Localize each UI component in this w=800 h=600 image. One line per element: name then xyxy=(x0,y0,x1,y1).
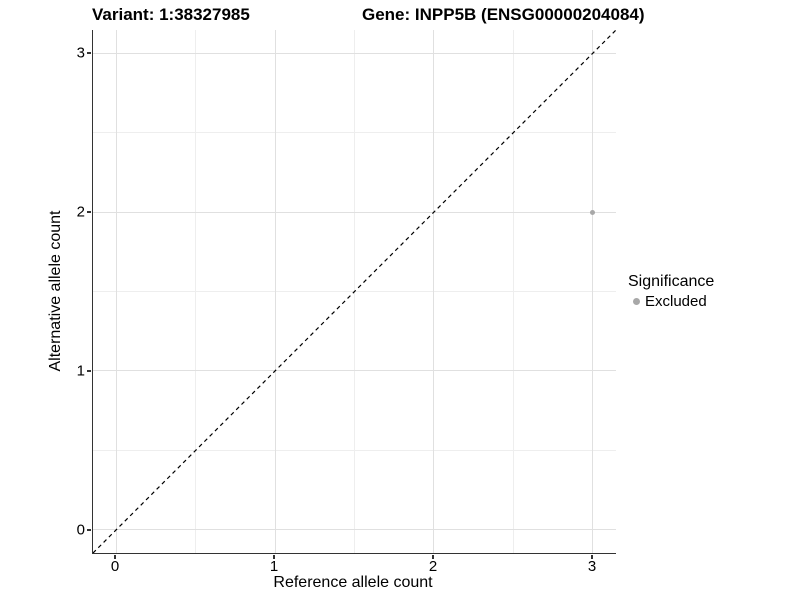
y-tick-label: 1 xyxy=(76,362,85,380)
y-tick-mark xyxy=(87,52,91,54)
major-gridline-h xyxy=(93,52,616,54)
x-tick-mark xyxy=(591,555,593,559)
x-tick-mark xyxy=(114,555,116,559)
identity-line xyxy=(93,30,616,553)
x-tick-label: 2 xyxy=(428,558,438,575)
y-tick-label: 0 xyxy=(76,521,85,539)
legend-item-excluded: Excluded xyxy=(628,292,714,311)
x-tick-label: 3 xyxy=(587,558,597,575)
major-gridline-v xyxy=(433,30,435,553)
x-tick-mark xyxy=(432,555,434,559)
major-gridline-v xyxy=(274,30,276,553)
major-gridline-h xyxy=(93,529,616,531)
x-tick-label: 0 xyxy=(110,558,120,575)
y-tick-mark xyxy=(87,211,91,213)
minor-gridline-h xyxy=(93,132,616,133)
variant-title: Variant: 1:38327985 xyxy=(92,5,250,24)
gene-title: Gene: INPP5B (ENSG00000204084) xyxy=(362,5,645,24)
major-gridline-v xyxy=(115,30,117,553)
minor-gridline-h xyxy=(93,449,616,451)
legend-item-label: Excluded xyxy=(645,293,707,310)
major-gridline-h xyxy=(93,370,616,372)
x-tick-label: 1 xyxy=(269,558,279,575)
y-axis-title: Alternative allele count xyxy=(47,210,64,372)
major-gridline-h xyxy=(93,211,616,213)
legend-title: Significance xyxy=(628,273,715,290)
major-gridline-v xyxy=(592,30,594,553)
x-tick-mark xyxy=(273,555,275,559)
excluded-point-icon xyxy=(633,298,640,305)
plot-panel xyxy=(92,30,616,554)
data-point xyxy=(590,209,596,215)
y-tick-mark xyxy=(87,370,91,372)
y-tick-mark xyxy=(87,529,91,531)
y-tick-label: 2 xyxy=(76,203,85,221)
y-tick-label: 3 xyxy=(76,44,85,62)
legend: Significance Excluded xyxy=(628,272,714,311)
x-axis-title: Reference allele count xyxy=(273,574,433,591)
